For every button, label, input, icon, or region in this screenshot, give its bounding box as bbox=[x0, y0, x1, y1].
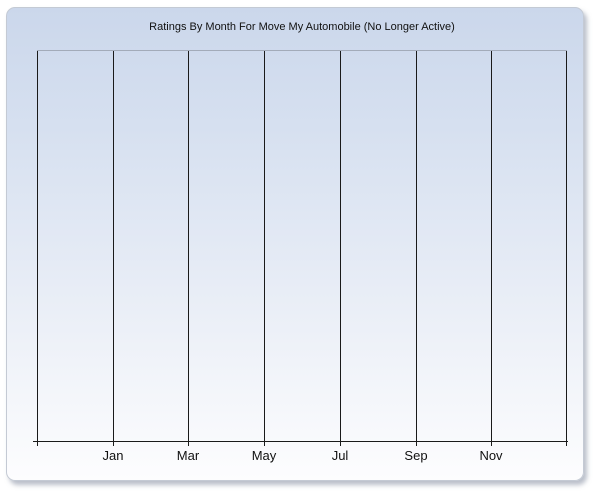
plot-gridline bbox=[188, 51, 189, 441]
x-axis-label: May bbox=[251, 448, 277, 463]
x-axis-tick bbox=[340, 441, 341, 446]
plot-gridline bbox=[340, 51, 341, 441]
x-axis-tick bbox=[188, 441, 189, 446]
x-axis-label: Sep bbox=[404, 448, 428, 463]
x-axis-label: Mar bbox=[176, 448, 200, 463]
x-axis-tick bbox=[113, 441, 114, 446]
x-axis-tick bbox=[264, 441, 265, 446]
x-axis-label: Jul bbox=[331, 448, 349, 463]
plot-gridline bbox=[491, 51, 492, 441]
x-axis-label: Nov bbox=[479, 448, 503, 463]
x-axis-line bbox=[33, 441, 568, 442]
x-axis-tick bbox=[416, 441, 417, 446]
x-axis-tick bbox=[566, 441, 567, 446]
plot-gridline bbox=[264, 51, 265, 441]
x-axis-tick bbox=[491, 441, 492, 446]
plot-gridline bbox=[566, 51, 567, 441]
chart-title: Ratings By Month For Move My Automobile … bbox=[149, 21, 455, 33]
plot-gridline bbox=[113, 51, 114, 441]
plot-gridline bbox=[416, 51, 417, 441]
x-axis-label: Jan bbox=[102, 448, 124, 463]
chart-panel: Ratings By Month For Move My Automobile … bbox=[6, 7, 584, 481]
plot-gridline bbox=[37, 51, 38, 441]
plot-area bbox=[37, 50, 567, 441]
x-axis-tick bbox=[37, 441, 38, 446]
